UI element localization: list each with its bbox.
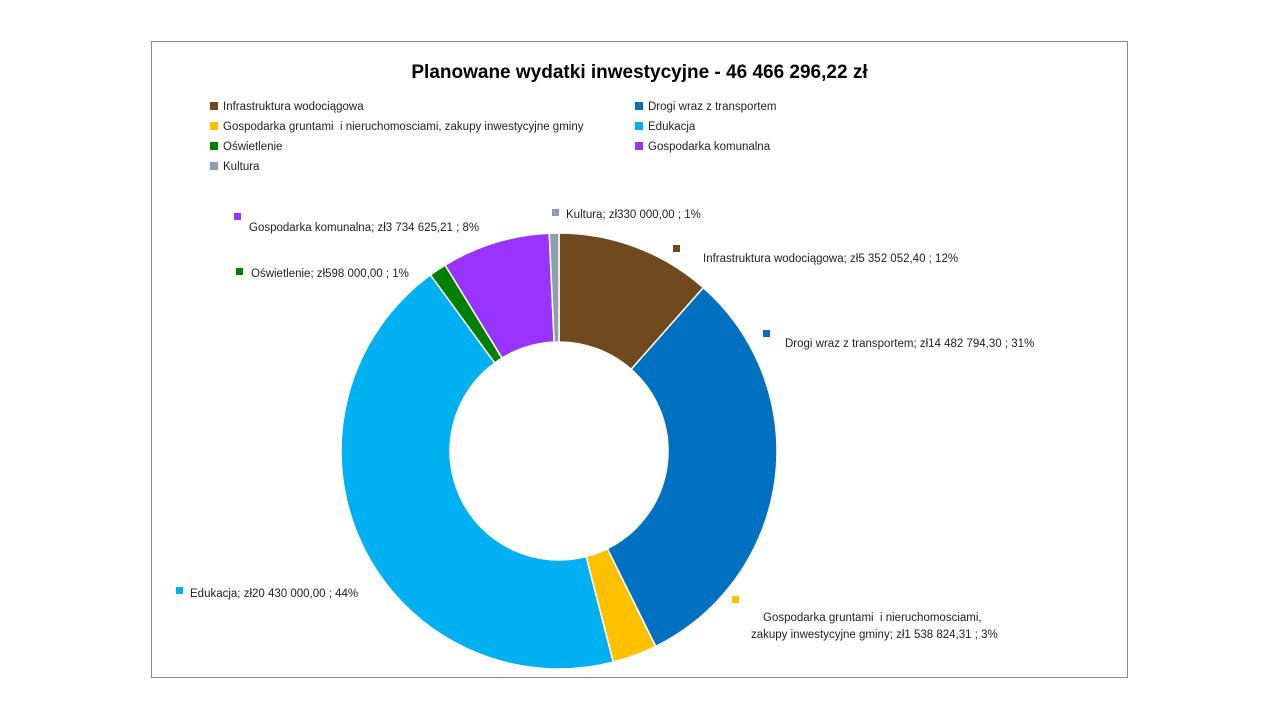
legend-item-gospodarka-gruntami: Gospodarka gruntami i nieruchomosciami, …: [210, 121, 584, 133]
legend-item-kultura: Kultura: [210, 161, 259, 173]
data-label-swatch: [234, 213, 241, 220]
chart-frame: Planowane wydatki inwestycyjne - 46 466 …: [151, 41, 1128, 678]
data-label-gospodarka-komunalna: Gospodarka komunalna; zł3 734 625,21 ; 8…: [234, 213, 479, 234]
legend-item-drogi: Drogi wraz z transportem: [635, 101, 776, 113]
legend-swatch: [635, 102, 643, 110]
data-label-swatch: [552, 209, 559, 216]
data-label-kultura: Kultura; zł330 000,00 ; 1%: [552, 209, 701, 221]
legend-swatch: [635, 122, 643, 130]
legend-swatch: [635, 142, 643, 150]
data-label-infrastruktura-wodociagowa: Infrastruktura wodociągowa; zł5 352 052,…: [673, 245, 958, 265]
legend-item-infrastruktura: Infrastruktura wodociągowa: [210, 101, 364, 113]
data-label-text: Oświetlenie; zł598 000,00 ; 1%: [251, 268, 409, 280]
data-label-swatch: [673, 245, 680, 252]
legend-swatch: [210, 102, 218, 110]
legend-label: Gospodarka komunalna: [648, 141, 771, 153]
donut-slice-kultura: [548, 232, 560, 343]
legend-label: Gospodarka gruntami i nieruchomosciami, …: [223, 121, 584, 133]
data-label-text: Infrastruktura wodociągowa; zł5 352 052,…: [703, 253, 958, 265]
data-label-text: Gospodarka gruntami i nieruchomosciami,: [763, 612, 982, 624]
legend-label: Kultura: [223, 161, 260, 173]
legend-label: Oświetlenie: [223, 141, 283, 153]
legend-swatch: [210, 122, 218, 130]
data-label-text: Gospodarka komunalna; zł3 734 625,21 ; 8…: [249, 222, 479, 234]
donut-chart: Infrastruktura wodociągowa; zł5 352 052,…: [176, 209, 1034, 670]
data-label-swatch: [236, 268, 243, 275]
donut-slice-drogi-wraz-z-transportem: [606, 286, 778, 648]
legend-label: Drogi wraz z transportem: [648, 101, 777, 113]
legend-swatch: [210, 162, 218, 170]
legend-item-gospodarka-komunalna: Gospodarka komunalna: [635, 141, 770, 153]
data-label-text: Edukacja; zł20 430 000,00 ; 44%: [190, 588, 358, 600]
data-label-swatch: [732, 596, 739, 603]
data-label-text: Kultura; zł330 000,00 ; 1%: [566, 209, 701, 221]
legend-swatch: [210, 142, 218, 150]
chart-title: Planowane wydatki inwestycyjne - 46 466 …: [411, 62, 868, 83]
legend-item-oswietlenie: Oświetlenie: [210, 141, 282, 153]
legend-item-edukacja: Edukacja: [635, 121, 695, 133]
data-label-swatch: [176, 587, 183, 594]
data-label-drogi-wraz-z-transportem: Drogi wraz z transportem; zł14 482 794,3…: [763, 330, 1034, 350]
data-label-oswietlenie: Oświetlenie; zł598 000,00 ; 1%: [236, 268, 409, 280]
donut-slice-edukacja: [340, 273, 615, 670]
data-label-text: zakupy inwestycyjne gminy; zł1 538 824,3…: [751, 629, 998, 641]
legend-label: Infrastruktura wodociągowa: [223, 101, 364, 113]
data-label-edukacja: Edukacja; zł20 430 000,00 ; 44%: [176, 587, 358, 600]
legend-label: Edukacja: [648, 121, 696, 133]
data-label-swatch: [763, 330, 770, 337]
data-label-text: Drogi wraz z transportem; zł14 482 794,3…: [785, 338, 1034, 350]
data-label-gospodarka-gruntami-i-nierucho: Gospodarka gruntami i nieruchomosciami, z…: [732, 596, 998, 641]
